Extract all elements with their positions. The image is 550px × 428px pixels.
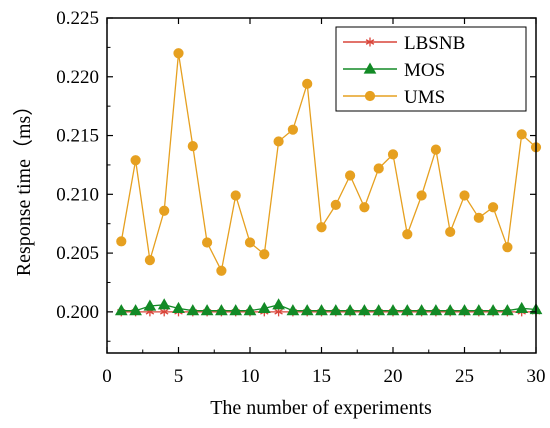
ums-data-point xyxy=(130,155,141,166)
ums-data-point xyxy=(173,48,184,59)
ums-data-point xyxy=(144,255,155,266)
ums-data-point xyxy=(187,141,198,152)
y-tick-label: 0.215 xyxy=(56,126,99,147)
ums-data-point xyxy=(459,190,470,201)
axis-layer: 0 5 10 15 20 25 30 0.200 0.205 0.210 0.215 0.220 0.2… xyxy=(56,8,545,387)
ums-data-point xyxy=(345,170,356,181)
x-tick-label: 0 xyxy=(102,366,112,387)
legend-label-lbsnb: LBSNB xyxy=(404,33,465,54)
ums-data-point xyxy=(302,78,313,89)
mos-data-point xyxy=(129,304,142,316)
y-axis-title: Response time（ms） xyxy=(12,96,35,277)
ums-data-point xyxy=(202,237,213,248)
ums-data-point xyxy=(244,237,256,248)
legend: LBSNB MOS UMS xyxy=(335,26,527,112)
ums-data-point xyxy=(287,124,298,135)
mos-data-point xyxy=(272,298,285,310)
ums-data-point xyxy=(116,236,127,247)
x-tick-label: 15 xyxy=(312,366,331,387)
mos-data-point xyxy=(300,304,314,316)
mos-data-point xyxy=(200,304,214,316)
y-tick-label: 0.210 xyxy=(56,184,99,205)
mos-data-point xyxy=(186,304,200,316)
legend-label-mos: MOS xyxy=(404,60,445,81)
y-tick-label: 0.220 xyxy=(56,67,99,88)
mos-data-point xyxy=(172,301,185,313)
ums-data-point xyxy=(316,222,327,233)
ums-data-point xyxy=(159,205,170,216)
y-tick-label: 0.200 xyxy=(56,302,99,323)
ums-data-point xyxy=(488,202,499,213)
x-tick-label: 10 xyxy=(241,366,260,387)
legend-marker-lbsnb xyxy=(365,37,375,47)
ums-data-point xyxy=(330,199,341,210)
series-layer xyxy=(114,48,543,317)
mos-data-point xyxy=(143,299,157,311)
legend-label-ums: UMS xyxy=(404,87,445,108)
mos-data-point xyxy=(386,304,400,316)
mos-data-point xyxy=(458,304,471,316)
x-axis-title: The number of experiments xyxy=(210,397,432,419)
ums-data-point xyxy=(445,226,456,238)
mos-data-point xyxy=(343,304,357,316)
mos-data-point xyxy=(257,301,271,313)
ums-data-point xyxy=(259,249,270,260)
ums-data-point xyxy=(359,202,370,213)
ums-data-point xyxy=(273,136,284,147)
ums-data-point xyxy=(402,229,413,240)
mos-data-point xyxy=(229,304,243,316)
mos-data-point xyxy=(157,298,171,310)
legend-marker-mos xyxy=(363,62,377,74)
mos-data-point xyxy=(215,304,228,316)
x-tick-label: 20 xyxy=(384,366,403,387)
ums-data-point xyxy=(373,163,384,174)
mos-data-point xyxy=(329,304,343,316)
y-tick-label: 0.205 xyxy=(56,243,99,264)
mos-data-point xyxy=(415,304,428,316)
x-tick-label: 25 xyxy=(455,366,474,387)
mos-data-point xyxy=(400,304,414,316)
mos-data-point xyxy=(443,304,457,316)
mos-data-point xyxy=(515,301,529,313)
legend-marker-ums xyxy=(364,90,376,102)
mos-data-point xyxy=(472,304,486,316)
ums-data-point xyxy=(416,190,427,201)
mos-data-point xyxy=(429,304,443,316)
mos-data-point xyxy=(358,304,371,316)
ums-data-point xyxy=(216,265,227,276)
mos-series-line xyxy=(121,304,537,312)
mos-data-point xyxy=(372,304,386,316)
ums-data-point xyxy=(230,190,241,201)
mos-data-point xyxy=(315,304,328,316)
ums-data-point xyxy=(516,129,527,140)
ums-data-point xyxy=(473,212,484,223)
mos-data-point xyxy=(501,304,514,316)
mos-data-point xyxy=(243,304,257,316)
mos-data-point xyxy=(286,304,300,316)
mos-data-point xyxy=(114,304,128,316)
ums-data-point xyxy=(430,144,441,155)
mos-data-point xyxy=(486,304,500,316)
y-tick-label: 0.225 xyxy=(56,8,99,29)
x-tick-label: 5 xyxy=(174,366,184,387)
x-tick-label: 30 xyxy=(527,366,546,387)
ums-data-point xyxy=(387,149,399,160)
ums-data-point xyxy=(502,242,513,253)
